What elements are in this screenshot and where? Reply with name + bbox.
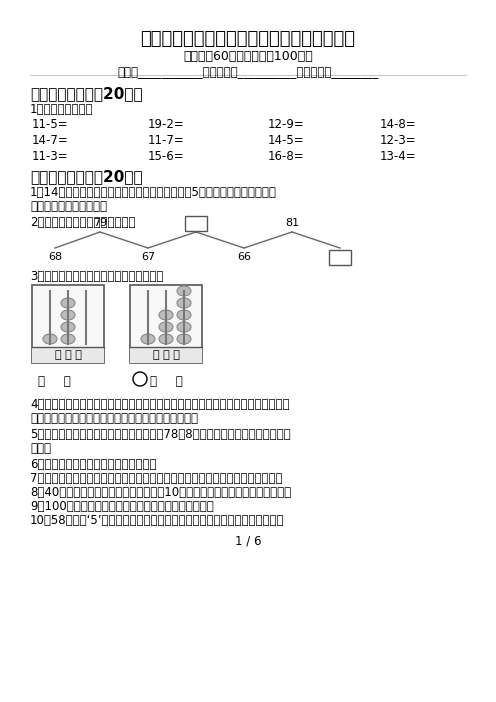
Ellipse shape [177,310,191,320]
Text: 11-3=: 11-3= [32,150,68,163]
Text: 8、40个苹果，共有（　　　　）个十，10个装一袋，可以装（　　　　）袋。: 8、40个苹果，共有（ ）个十，10个装一袋，可以装（ ）袋。 [30,486,291,499]
Text: 66: 66 [237,252,251,262]
Text: 10、58里面的‘5’在（　　　　）位上，表示（　　　　）个（　　　　）。: 10、58里面的‘5’在（ ）位上，表示（ ）个（ ）。 [30,514,285,527]
Text: 4、下楼的小朋友是靠（　　　　）边走，上楼的小朋友是靠（　　　　）边走。上: 4、下楼的小朋友是靠（ ）边走，上楼的小朋友是靠（ ）边走。上 [30,398,290,411]
Ellipse shape [61,334,75,344]
Text: 1、直接写出得数。: 1、直接写出得数。 [30,103,94,116]
Text: 百 十 个: 百 十 个 [55,350,81,360]
Text: 19-2=: 19-2= [148,118,185,131]
Text: 15-6=: 15-6= [148,150,185,163]
Text: 2、找规律，在里填上合适的数。: 2、找规律，在里填上合适的数。 [30,216,135,229]
Text: 7、在计数器上，从右边起第一位是（　　　　）位，第二位是（　　　　）位。: 7、在计数器上，从右边起第一位是（ ）位，第二位是（ ）位。 [30,472,283,485]
Ellipse shape [177,322,191,332]
Text: （     ）: （ ） [38,375,71,388]
Text: 1 / 6: 1 / 6 [235,535,261,548]
Text: 9、100个（　　　　），它里面有（　　　　）个十。: 9、100个（ ），它里面有（ ）个十。 [30,500,214,513]
Bar [329,249,351,265]
Text: 79: 79 [93,218,107,228]
Text: （时间：60分钟　分数：100分）: （时间：60分钟 分数：100分） [183,50,313,63]
Text: 百 十 个: 百 十 个 [153,350,180,360]
Text: 一百。: 一百。 [30,442,51,455]
Text: 11-5=: 11-5= [32,118,68,131]
Ellipse shape [61,322,75,332]
Ellipse shape [43,334,57,344]
Text: 6、读数和写数都从（　　　　）位起。: 6、读数和写数都从（ ）位起。 [30,458,157,471]
Text: 5、（　　　）个十和（　　　）个一组戕78，8个十和（　　　）个十合起来是: 5、（ ）个十和（ ）个一组戕78，8个十和（ ）个十合起来是 [30,428,291,441]
Text: 新人教版一年级数学上册期中试卷及参考答案: 新人教版一年级数学上册期中试卷及参考答案 [140,30,356,48]
Circle shape [133,372,147,386]
Bar [130,285,202,363]
Text: 3、根据计数器先写出得数，再比较大小。: 3、根据计数器先写出得数，再比较大小。 [30,270,163,283]
Text: 14-8=: 14-8= [380,118,417,131]
Ellipse shape [61,298,75,308]
Ellipse shape [159,334,173,344]
Ellipse shape [177,286,191,296]
Bar [185,216,207,230]
Bar [32,347,104,363]
Text: 67: 67 [141,252,155,262]
Ellipse shape [141,334,155,344]
Ellipse shape [177,298,191,308]
Text: 二、填空题。（內20分）: 二、填空题。（內20分） [30,169,143,184]
Ellipse shape [177,334,191,344]
Ellipse shape [159,322,173,332]
Bar [32,285,104,363]
Text: 14-5=: 14-5= [268,134,305,147]
Text: 12-9=: 12-9= [268,118,305,131]
Text: 13-4=: 13-4= [380,150,417,163]
Bar [130,347,202,363]
Text: 14-7=: 14-7= [32,134,69,147]
Text: 11-7=: 11-7= [148,134,185,147]
Text: （　　　　）个小朋友。: （ ）个小朋友。 [30,200,107,213]
Ellipse shape [159,310,173,320]
Text: 81: 81 [285,218,299,228]
Text: 楼、下楼和在路上行走我们都应靠（　　　　）边走。: 楼、下楼和在路上行走我们都应靠（ ）边走。 [30,412,198,425]
Text: 一、计算小能手（20分）: 一、计算小能手（20分） [30,86,143,101]
Text: 1、14个小朋友排成一队放学回家，小青的前面有5个小朋友，小青的后面有: 1、14个小朋友排成一队放学回家，小青的前面有5个小朋友，小青的后面有 [30,186,277,199]
Text: 16-8=: 16-8= [268,150,305,163]
Text: （     ）: （ ） [150,375,183,388]
Ellipse shape [61,310,75,320]
Text: 68: 68 [48,252,62,262]
Text: 12-3=: 12-3= [380,134,417,147]
Text: 班级：___________　　姓名：__________　　分数：________: 班级：___________ 姓名：__________ 分数：________ [118,66,378,79]
